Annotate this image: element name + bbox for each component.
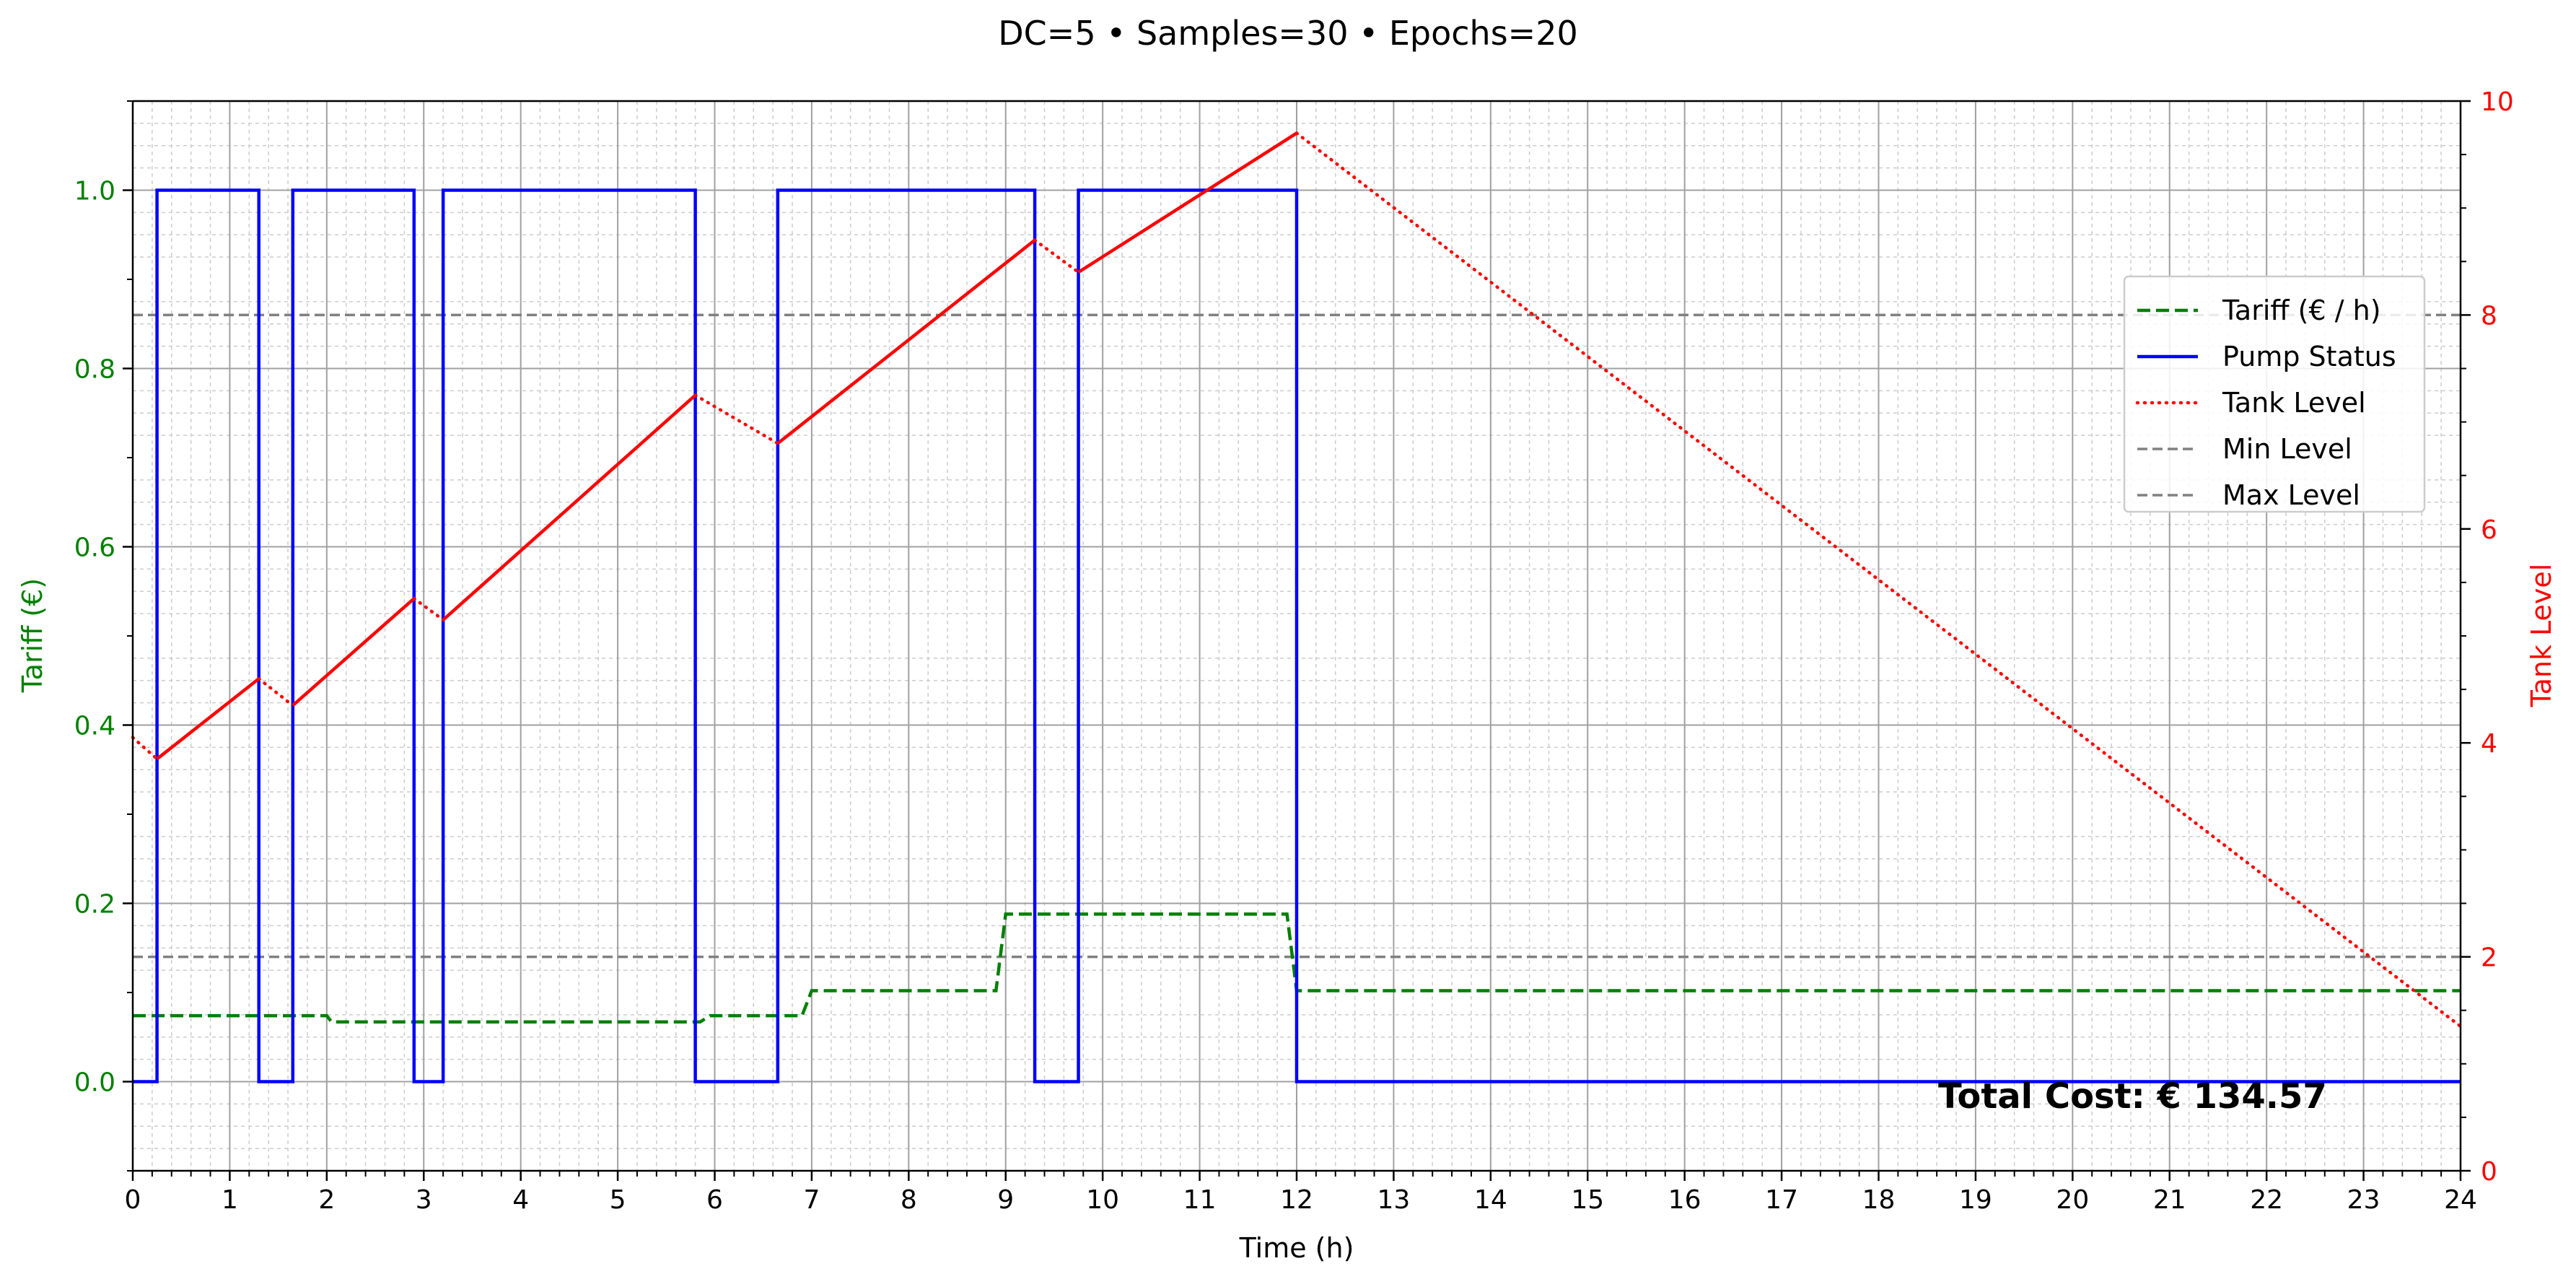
x-tick-label: 20	[2056, 1185, 2089, 1215]
x-tick-label: 8	[901, 1185, 917, 1215]
x-tick-label: 18	[1862, 1185, 1896, 1215]
tariff-line	[133, 912, 2461, 1024]
y-left-tick-label: 0.6	[74, 533, 115, 563]
y-right-tick-label: 10	[2481, 87, 2514, 117]
legend-box	[2123, 275, 2426, 513]
x-tick-label: 23	[2347, 1185, 2380, 1215]
x-tick-label: 22	[2250, 1185, 2283, 1215]
tank-level-segment-filling	[776, 238, 1036, 445]
y-right-axis-label: Tank Level	[2525, 564, 2557, 708]
x-tick-label: 13	[1377, 1185, 1411, 1215]
tank-level-segment-draining	[257, 677, 295, 707]
y-left-tick-label: 0.0	[74, 1068, 115, 1098]
x-tick-label: 24	[2444, 1185, 2477, 1215]
x-tick-label: 14	[1474, 1185, 1507, 1215]
legend-label: Pump Status	[2222, 341, 2396, 372]
x-tick-label: 21	[2153, 1185, 2186, 1215]
x-tick-label: 5	[610, 1185, 626, 1215]
tank-level-segment-filling	[292, 597, 416, 707]
legend: Tariff (€ / h) Pump Status Tank Level Min L…	[2123, 275, 2426, 513]
y-left-tick-label: 1.0	[74, 177, 115, 206]
tank-level-segment-filling	[156, 677, 260, 761]
y-left-tick-label: 0.2	[74, 890, 115, 920]
tank-level-segment-draining	[412, 596, 445, 622]
y-right-tick-label: 2	[2481, 943, 2497, 973]
x-tick-label: 3	[416, 1185, 432, 1215]
tank-level-segment-filling	[442, 393, 697, 621]
legend-label: Tank Level	[2222, 387, 2366, 419]
tank-level-segment-draining	[693, 393, 780, 445]
pump-status-line	[133, 188, 2461, 1083]
y-left-axis-label: Tariff (€)	[17, 578, 48, 693]
x-tick-label: 17	[1765, 1185, 1798, 1215]
legend-label: Tariff (€ / h)	[2222, 295, 2381, 326]
legend-label: Min Level	[2222, 433, 2352, 465]
tank-level-segment-filling	[1077, 131, 1298, 274]
x-tick-label: 6	[706, 1185, 723, 1215]
x-tick-label: 16	[1668, 1185, 1701, 1215]
x-tick-label: 12	[1280, 1185, 1313, 1215]
x-axis-label: Time (h)	[1239, 1232, 1354, 1264]
x-tick-label: 9	[997, 1185, 1014, 1215]
series-layer	[131, 131, 2463, 1083]
y-right-tick-label: 6	[2481, 515, 2497, 545]
x-tick-label: 15	[1571, 1185, 1604, 1215]
x-tick-label: 4	[512, 1185, 529, 1215]
x-tick-label: 11	[1183, 1185, 1217, 1215]
x-tick-label: 10	[1086, 1185, 1119, 1215]
y-right-tick-label: 4	[2481, 729, 2497, 759]
tank-level-segment-draining	[1294, 131, 2463, 1029]
x-tick-label: 19	[1959, 1185, 1992, 1215]
axes-layer: 0 1 2 3 4 5 6 7 8 9 10 11 12 13 14 15 16 17 18 19 20 21 22 23 24…	[74, 87, 2514, 1215]
x-tick-label: 1	[222, 1185, 238, 1215]
y-right-tick-label: 8	[2481, 301, 2497, 331]
y-right-tick-label: 0	[2481, 1157, 2497, 1187]
x-tick-label: 0	[125, 1185, 141, 1215]
tank-level-segment-draining	[131, 736, 159, 761]
x-tick-label: 2	[318, 1185, 335, 1215]
y-left-tick-label: 0.4	[74, 712, 115, 741]
legend-label: Max Level	[2222, 479, 2360, 511]
chart-title: DC=5 • Samples=30 • Epochs=20	[998, 14, 1578, 53]
total-cost-annotation: Total Cost: € 134.57	[1938, 1076, 2327, 1117]
tank-level-segment-draining	[1033, 238, 1080, 274]
x-tick-label: 7	[803, 1185, 820, 1215]
y-left-tick-label: 0.8	[74, 355, 115, 385]
